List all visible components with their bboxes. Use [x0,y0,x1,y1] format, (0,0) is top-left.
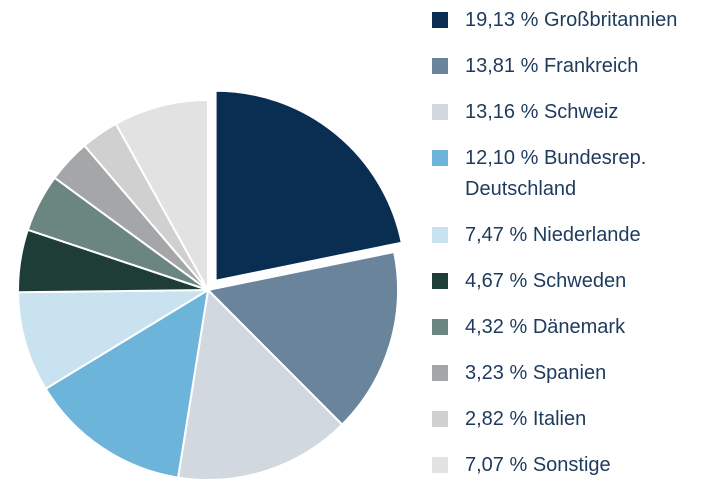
legend-label: Dänemark [532,316,626,338]
legend-value: 7,07 % [465,454,528,476]
legend-swatch [432,104,448,120]
legend-value: 4,67 % [465,270,528,292]
pie-slice [44,288,210,479]
legend-text: 7,47 % Niederlande [465,220,719,251]
legend-item: 12,10 % Bundesrep. Deutschland [432,143,719,205]
pie-slice [205,250,399,426]
legend-text: 12,10 % Bundesrep. Deutschland [465,143,719,205]
legend-value: 2,82 % [465,408,528,430]
legend-item: 13,81 % Frankreich [432,51,719,82]
legend-text: 13,16 % Schweiz [465,97,719,128]
legend-label: Spanien [532,362,607,384]
legend-value: 3,23 % [465,362,528,384]
legend-swatch [432,457,448,473]
legend-swatch [432,411,448,427]
legend-swatch [432,58,448,74]
legend-item: 3,23 % Spanien [432,358,719,389]
legend-item: 7,07 % Sonstige [432,450,719,481]
legend-value: 12,10 % [465,147,539,169]
pie-slice [114,98,209,294]
legend-text: 4,67 % Schweden [465,266,719,297]
pie-slice [214,89,403,282]
legend-swatch [432,150,448,166]
legend-swatch [432,227,448,243]
legend-label: Frankreich [543,55,639,77]
pie-slice [176,287,344,481]
legend-text: 13,81 % Frankreich [465,51,719,82]
legend-value: 13,16 % [465,101,539,123]
legend-label: Großbritannien [543,9,678,31]
legend-label: Schweden [532,270,627,292]
legend-value: 19,13 % [465,9,539,31]
legend-item: 7,47 % Niederlande [432,220,719,251]
legend-value: 4,32 % [465,316,528,338]
legend-text: 4,32 % Dänemark [465,312,719,343]
pie-chart [17,89,403,481]
legend: 19,13 % Großbritannien 13,81 % Frankreich… [432,5,719,496]
legend-label: Sonstige [532,454,611,476]
legend-text: 3,23 % Spanien [465,358,719,389]
legend-text: 2,82 % Italien [465,404,719,435]
pie-slice [17,288,212,391]
legend-item: 2,82 % Italien [432,404,719,435]
legend-swatch [432,365,448,381]
legend-item: 4,67 % Schweden [432,266,719,297]
legend-value: 13,81 % [465,55,539,77]
legend-label: Schweiz [543,101,619,123]
legend-item: 4,32 % Dänemark [432,312,719,343]
legend-item: 13,16 % Schweiz [432,97,719,128]
legend-text: 19,13 % Großbritannien [465,5,719,36]
legend-item: 19,13 % Großbritannien [432,5,719,36]
page: {"chart_data": {"type": "pie", "categori… [17,9,678,481]
legend-value: 7,47 % [465,224,528,246]
legend-label: Niederlande [532,224,641,246]
legend-swatch [432,12,448,28]
legend-label: Bundesrep. Deutschland [465,147,647,200]
legend-swatch [432,273,448,289]
legend-text: 7,07 % Sonstige [465,450,719,481]
legend-label: Italien [532,408,587,430]
legend-swatch [432,319,448,335]
